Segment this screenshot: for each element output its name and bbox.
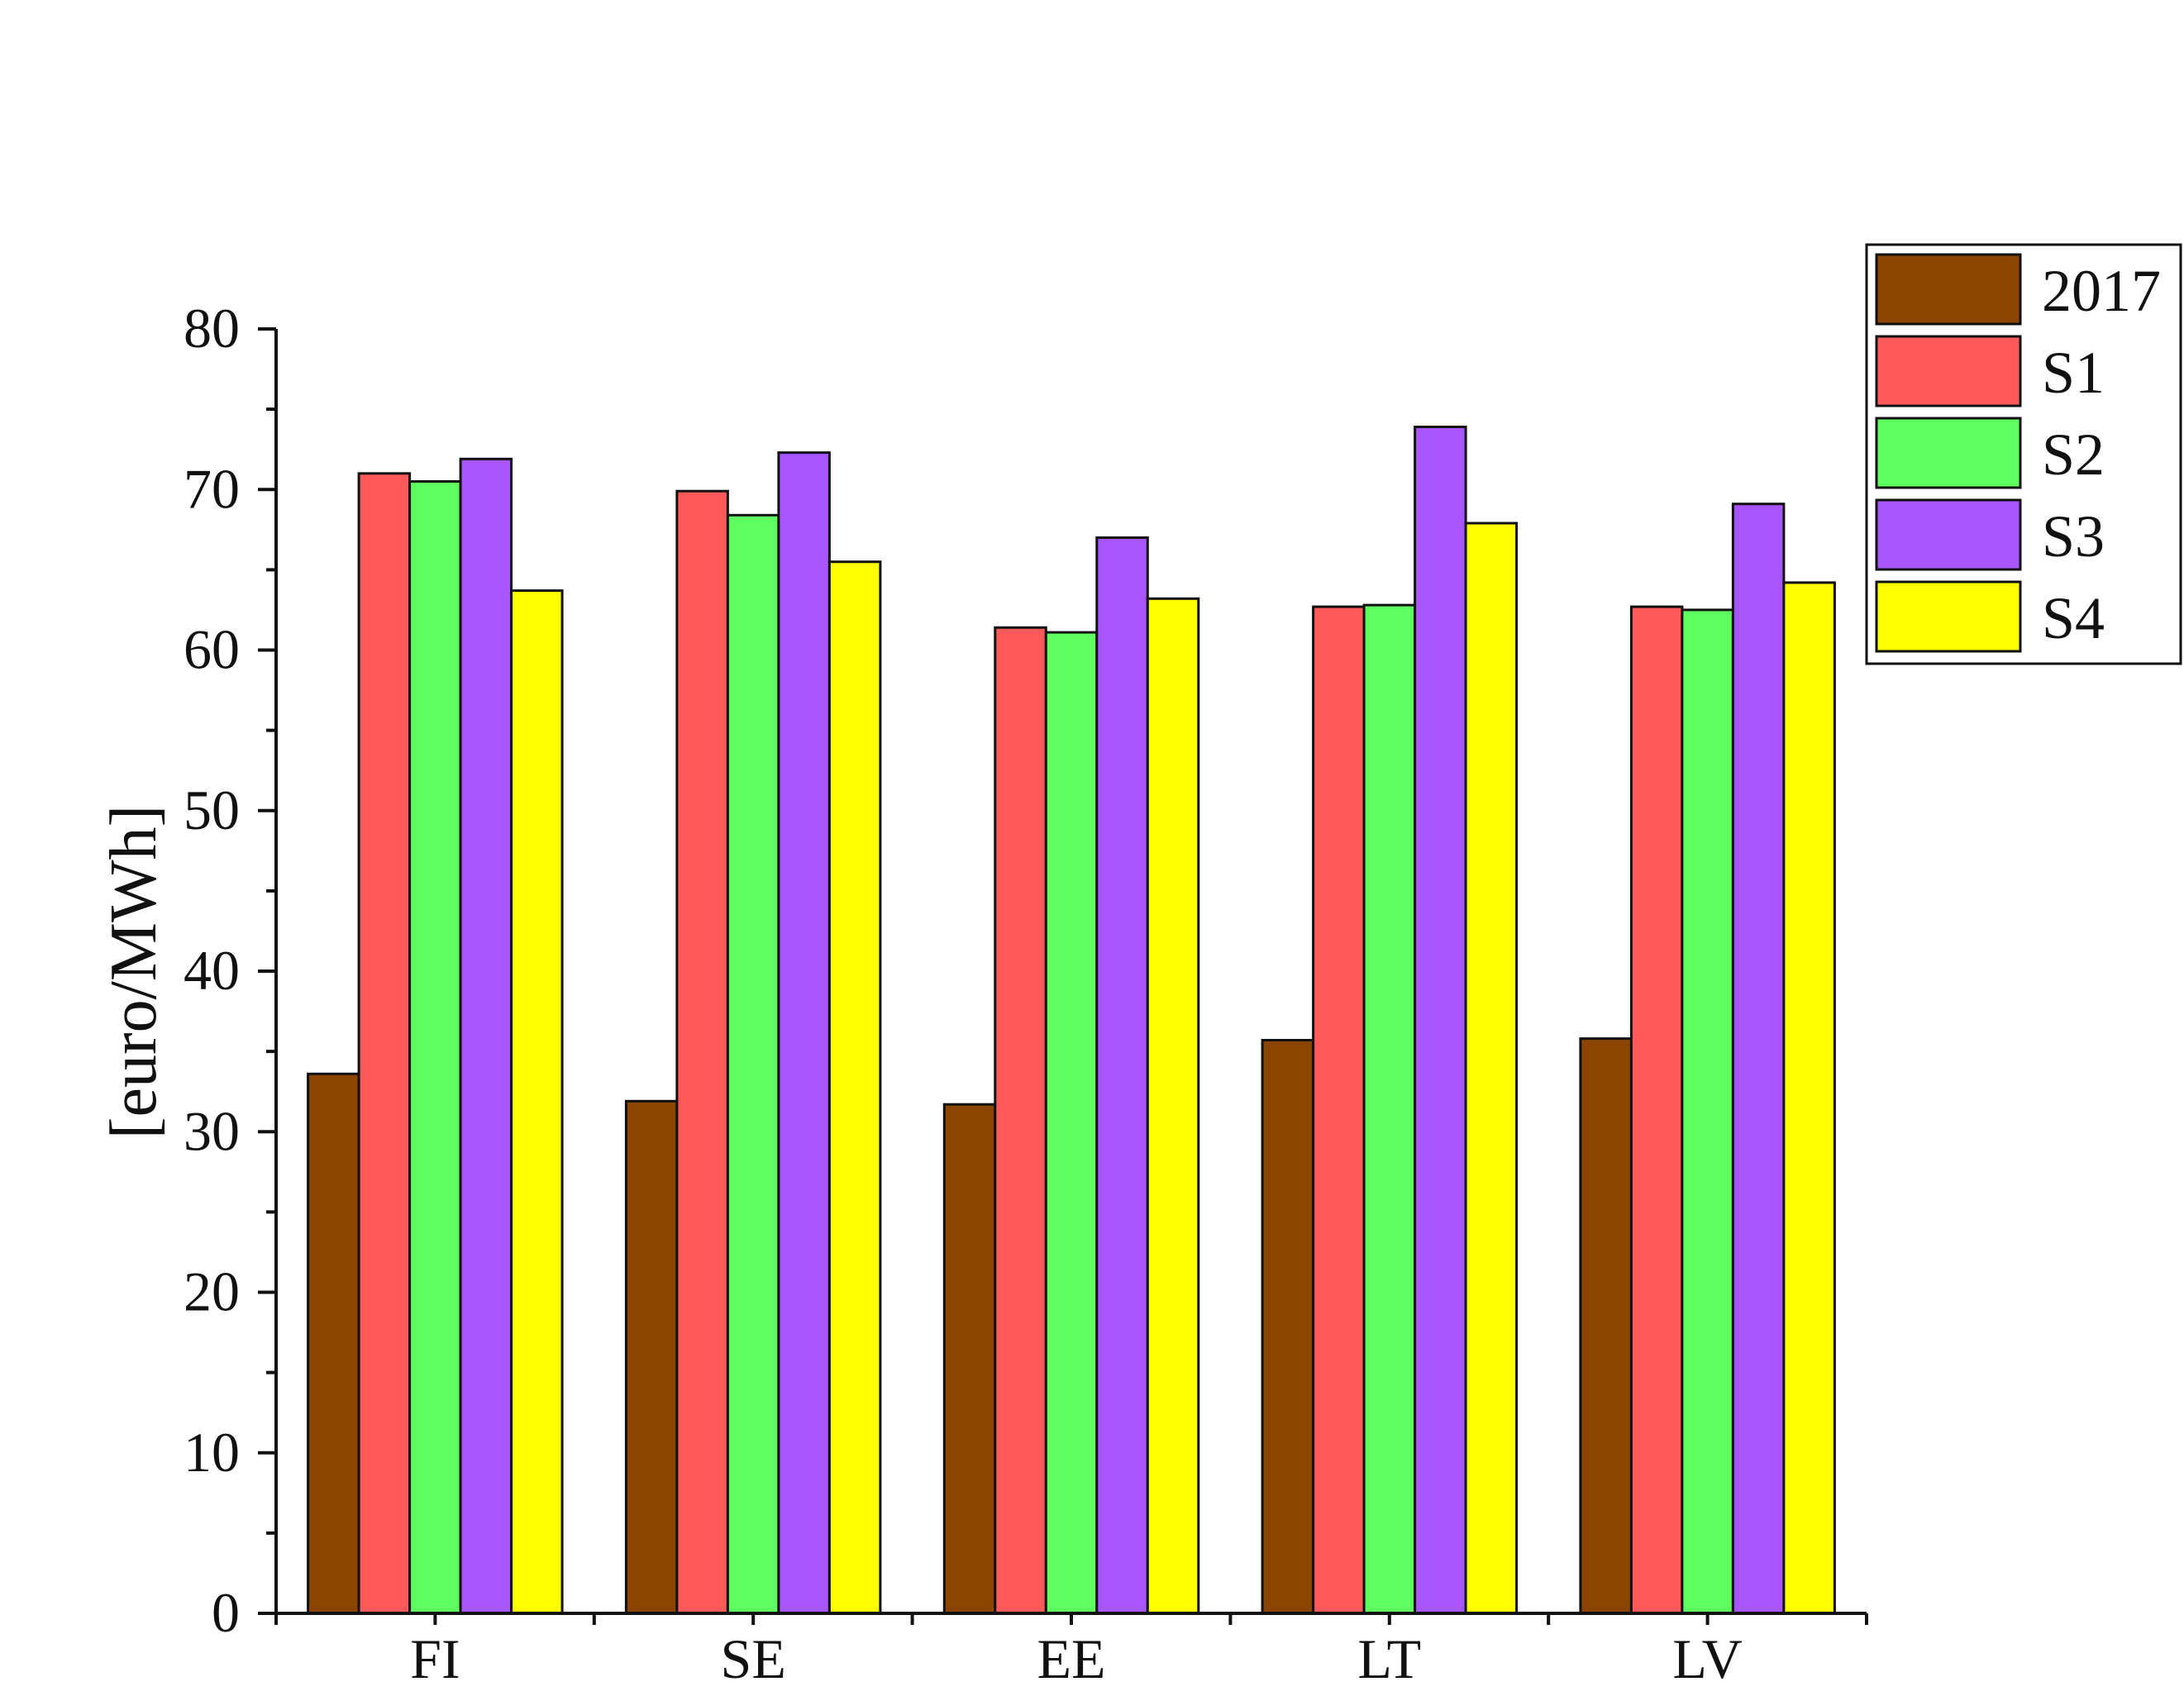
bar-lv-s1: [1629, 605, 1684, 1615]
legend-label-s4: S4: [2042, 585, 2105, 651]
bar-se-s2: [726, 513, 780, 1615]
bar-ee-s3: [1095, 536, 1149, 1615]
bar-lt-s3: [1414, 426, 1467, 1615]
bar-se-s3: [777, 451, 831, 1615]
y-tick-label-30: 30: [184, 1099, 240, 1162]
y-tick-label-10: 10: [184, 1421, 240, 1484]
y-tick-label-80: 80: [184, 297, 240, 360]
y-tick-label-60: 60: [184, 618, 240, 681]
legend-swatch-s4: [1875, 580, 2022, 653]
bar-lt-s2: [1362, 603, 1417, 1615]
y-axis-title: [euro/MWh]: [98, 805, 170, 1139]
bar-ee-2017: [942, 1103, 997, 1615]
x-tick-label-se: SE: [721, 1627, 786, 1690]
y-tick-label-20: 20: [184, 1260, 240, 1323]
legend-swatch-s1: [1875, 335, 2022, 407]
bar-fi-s4: [510, 589, 564, 1615]
x-tick-label-ee: EE: [1037, 1627, 1105, 1690]
legend-label-2017: 2017: [2042, 258, 2161, 324]
legend-swatch-2017: [1875, 253, 2022, 326]
x-tick-label-lt: LT: [1357, 1627, 1421, 1690]
legend[interactable]: 2017 S1 S2 S3 S4: [1865, 243, 2182, 665]
bars-layer: [307, 426, 1836, 1615]
bar-se-s4: [827, 560, 882, 1615]
legend-label-s1: S1: [2042, 340, 2105, 406]
legend-swatch-s3: [1875, 498, 2022, 571]
bar-lt-2017: [1261, 1039, 1315, 1615]
bar-fi-s1: [357, 472, 412, 1615]
bar-fi-s2: [408, 480, 462, 1615]
bar-ee-s1: [994, 626, 1047, 1615]
bar-fi-s3: [459, 457, 513, 1615]
bar-ee-s4: [1146, 597, 1200, 1615]
bar-se-2017: [624, 1099, 679, 1615]
bar-lv-s2: [1681, 608, 1734, 1615]
y-ticks: 0 10 20 30 40 50 60 70 80: [184, 297, 276, 1644]
bar-lv-2017: [1579, 1037, 1633, 1615]
legend-label-s2: S2: [2042, 422, 2105, 488]
x-categories: FI SE EE LT LV: [410, 1627, 1743, 1690]
y-tick-label-40: 40: [184, 939, 240, 1002]
y-tick-label-50: 50: [184, 779, 240, 841]
y-tick-label-70: 70: [184, 457, 240, 520]
bar-lv-s3: [1731, 503, 1786, 1615]
x-tick-label-fi: FI: [410, 1627, 460, 1690]
legend-swatch-s2: [1875, 417, 2022, 489]
bar-fi-2017: [307, 1072, 360, 1615]
bar-se-s1: [675, 489, 729, 1615]
legend-label-s3: S3: [2042, 503, 2105, 569]
bar-ee-s2: [1044, 631, 1099, 1615]
x-tick-label-lv: LV: [1672, 1627, 1742, 1690]
y-tick-label-0: 0: [212, 1581, 240, 1644]
bar-lt-s4: [1464, 522, 1519, 1615]
bar-lv-s4: [1782, 581, 1836, 1615]
bar-lt-s1: [1312, 605, 1366, 1615]
